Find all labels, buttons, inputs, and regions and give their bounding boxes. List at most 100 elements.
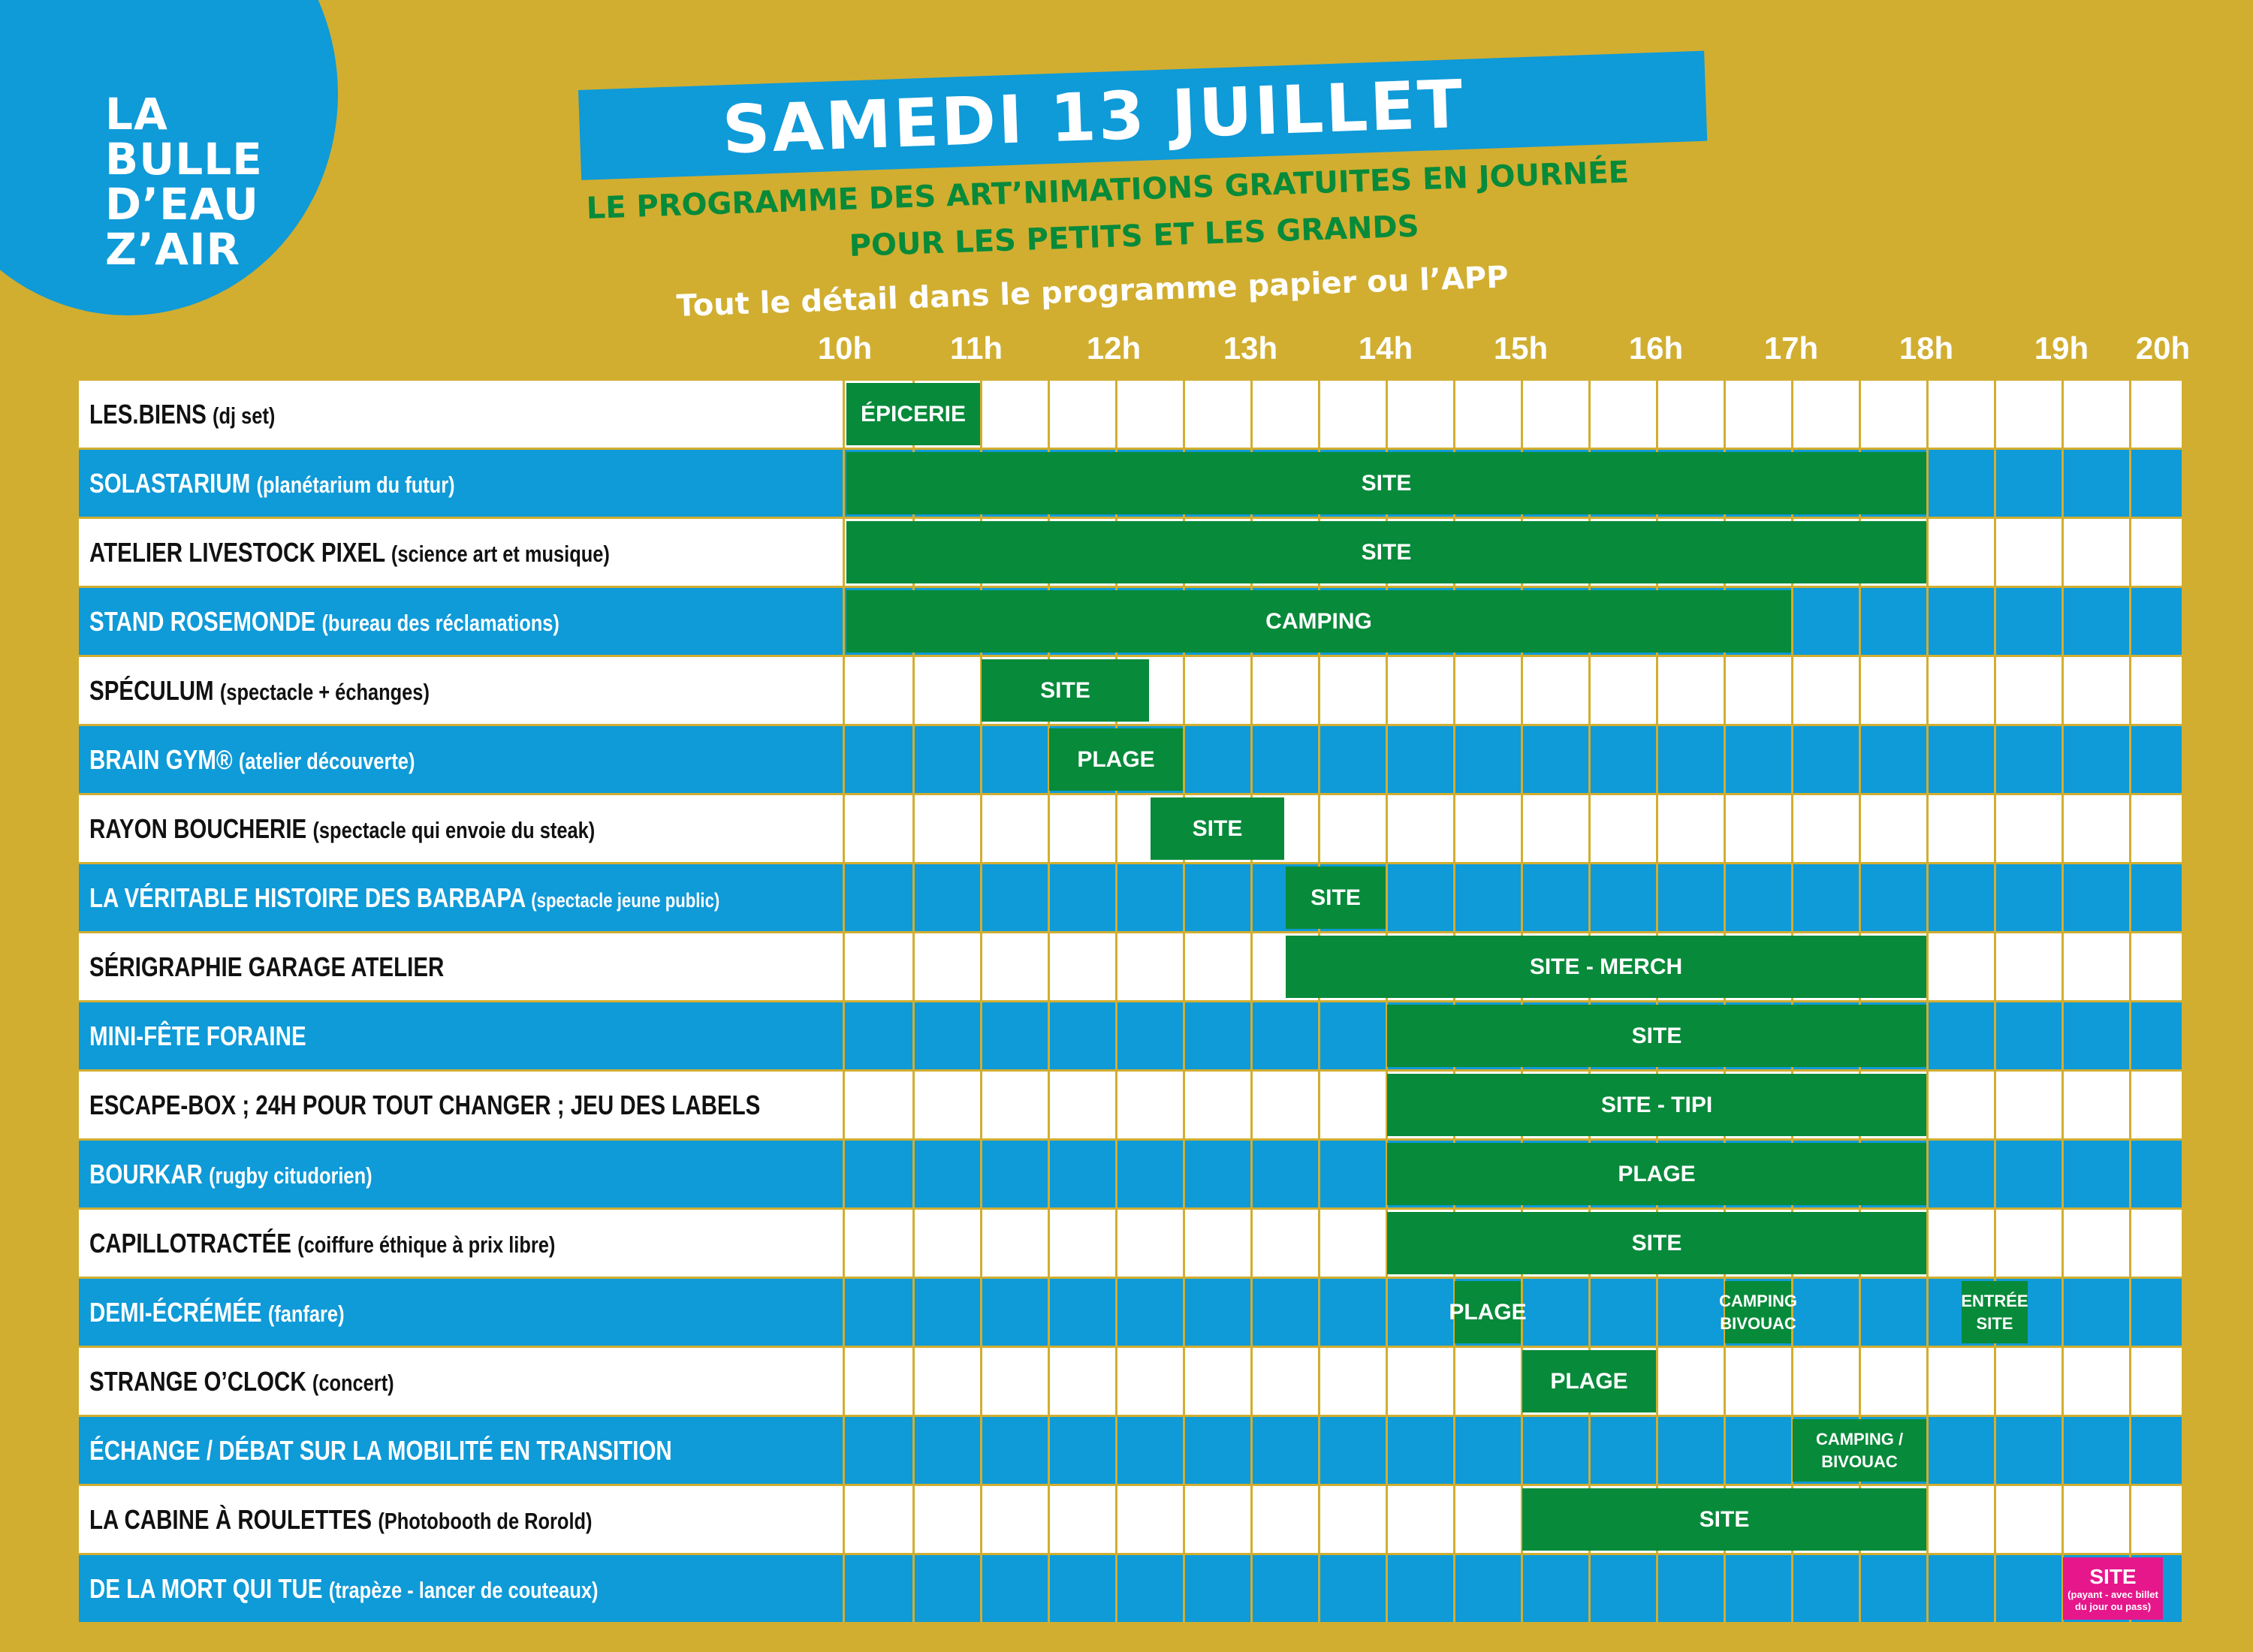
grid-line — [1048, 933, 1050, 1000]
grid-line — [1724, 657, 1726, 724]
grid-line — [2061, 381, 2064, 448]
grid-line — [1318, 1555, 1320, 1622]
grid-line — [1048, 726, 1050, 793]
hour-label: 15h — [1493, 330, 1549, 366]
grid-line — [1318, 1417, 1320, 1484]
grid-line — [1318, 1002, 1320, 1069]
activity-label: DE LA MORT QUI TUE (trapèze - lancer de … — [89, 1555, 599, 1622]
grid-line — [1115, 1555, 1117, 1622]
grid-line — [912, 933, 915, 1000]
hour-label: 16h — [1628, 330, 1684, 366]
grid-line — [1791, 726, 1793, 793]
grid-line — [1791, 381, 1793, 448]
activity-name: ESCAPE-BOX ; 24H POUR TOUT CHANGER ; JEU… — [89, 1090, 761, 1120]
grid-line — [1453, 1279, 1455, 1346]
grid-line — [1386, 1072, 1388, 1138]
schedule-row: ÉCHANGE / DÉBAT SUR LA MOBILITÉ EN TRANS… — [79, 1417, 2182, 1486]
hour-label: 13h — [1223, 330, 1278, 366]
activity-name: DE LA MORT QUI TUE — [89, 1573, 323, 1604]
grid-line — [1791, 795, 1793, 862]
grid-line — [1048, 1348, 1050, 1415]
grid-line — [1183, 726, 1185, 793]
activity-label: ÉCHANGE / DÉBAT SUR LA MOBILITÉ EN TRANS… — [89, 1417, 672, 1484]
grid-line — [980, 864, 982, 931]
activity-name: STAND ROSEMONDE — [89, 606, 316, 637]
grid-line — [1859, 657, 1861, 724]
grid-line — [1386, 381, 1388, 448]
grid-line — [843, 864, 845, 931]
schedule-row: MINI-FÊTE FORAINE SITE — [79, 1002, 2182, 1072]
grid-line — [1318, 657, 1320, 724]
activity-detail: (fanfare) — [267, 1301, 345, 1327]
grid-line — [1048, 1072, 1050, 1138]
grid-line — [2061, 1279, 2064, 1346]
activity-name: STRANGE O’CLOCK — [89, 1366, 306, 1397]
activity-name: SPÉCULUM — [89, 675, 214, 706]
grid-line — [1048, 1555, 1050, 1622]
grid-line — [1994, 588, 1996, 655]
event-label: PLAGE — [1077, 746, 1155, 772]
grid-line — [1791, 588, 1793, 655]
grid-line — [843, 795, 845, 862]
grid-line — [2129, 726, 2131, 793]
grid-line — [1048, 1002, 1050, 1069]
grid-line — [1994, 1417, 1996, 1484]
schedule-row: STRANGE O’CLOCK (concert) PLAGE — [79, 1348, 2182, 1417]
grid-line — [1859, 795, 1861, 862]
grid-line — [1183, 1486, 1185, 1553]
grid-line — [1048, 1279, 1050, 1346]
grid-line — [2129, 588, 2131, 655]
grid-line — [2129, 519, 2131, 586]
schedule-row: BRAIN GYM® (atelier découverte) PLAGE — [79, 726, 2182, 795]
grid-line — [1115, 1210, 1117, 1277]
grid-line — [1926, 519, 1929, 586]
grid-line — [1656, 381, 1658, 448]
event-label: SITE - TIPI — [1600, 1092, 1713, 1117]
logo-text: LA BULLE D’EAU Z’AIR — [105, 92, 263, 272]
grid-line — [1791, 1279, 1793, 1346]
grid-line — [1588, 657, 1591, 724]
activity-label: BRAIN GYM® (atelier découverte) — [89, 726, 415, 793]
grid-line — [1386, 1141, 1388, 1207]
grid-line — [1588, 864, 1591, 931]
activity-detail: (trapèze - lancer de couteaux) — [328, 1577, 599, 1603]
activity-label: MINI-FÊTE FORAINE — [89, 1002, 306, 1069]
grid-line — [1318, 1348, 1320, 1415]
grid-line — [1048, 864, 1050, 931]
grid-line — [1115, 1348, 1117, 1415]
activity-detail: (dj set) — [213, 402, 276, 429]
logo-line: Z’AIR — [105, 224, 241, 275]
event-label: CAMPING BIVOUAC — [1719, 1291, 1797, 1333]
activity-detail: (spectacle + échanges) — [219, 679, 430, 705]
grid-line — [1318, 381, 1320, 448]
activity-label: SPÉCULUM (spectacle + échanges) — [89, 657, 430, 724]
schedule-grid: LES.BIENS (dj set) ÉPICERIE SOLASTARIUM (p… — [79, 381, 2182, 1624]
grid-line — [1115, 1279, 1117, 1346]
grid-line — [2061, 795, 2064, 862]
grid-line — [1521, 1279, 1523, 1346]
event-block: CAMPING — [846, 590, 1791, 653]
grid-line — [1115, 381, 1117, 448]
grid-line — [980, 1417, 982, 1484]
grid-line — [1250, 1072, 1253, 1138]
schedule-row: LA CABINE À ROULETTES (Photobooth de Ror… — [79, 1486, 2182, 1555]
hour-label: 17h — [1763, 330, 1819, 366]
grid-line — [1386, 1002, 1388, 1069]
grid-line — [843, 1279, 845, 1346]
grid-line — [1994, 1002, 1996, 1069]
grid-line — [912, 864, 915, 931]
grid-line — [1048, 1417, 1050, 1484]
event-block: SITE — [846, 521, 1926, 583]
event-label: ÉPICERIE — [860, 401, 967, 427]
activity-label: ATELIER LIVESTOCK PIXEL (science art et … — [89, 519, 610, 586]
grid-line — [2129, 1002, 2131, 1069]
grid-line — [1183, 1141, 1185, 1207]
grid-line — [2129, 795, 2131, 862]
subtitle-line-3: Tout le détail dans le programme papier … — [676, 260, 1510, 324]
grid-line — [1791, 1417, 1793, 1484]
grid-line — [980, 381, 982, 448]
grid-line — [2129, 1417, 2131, 1484]
grid-line — [1859, 726, 1861, 793]
grid-line — [1994, 933, 1996, 1000]
grid-line — [1318, 1210, 1320, 1277]
